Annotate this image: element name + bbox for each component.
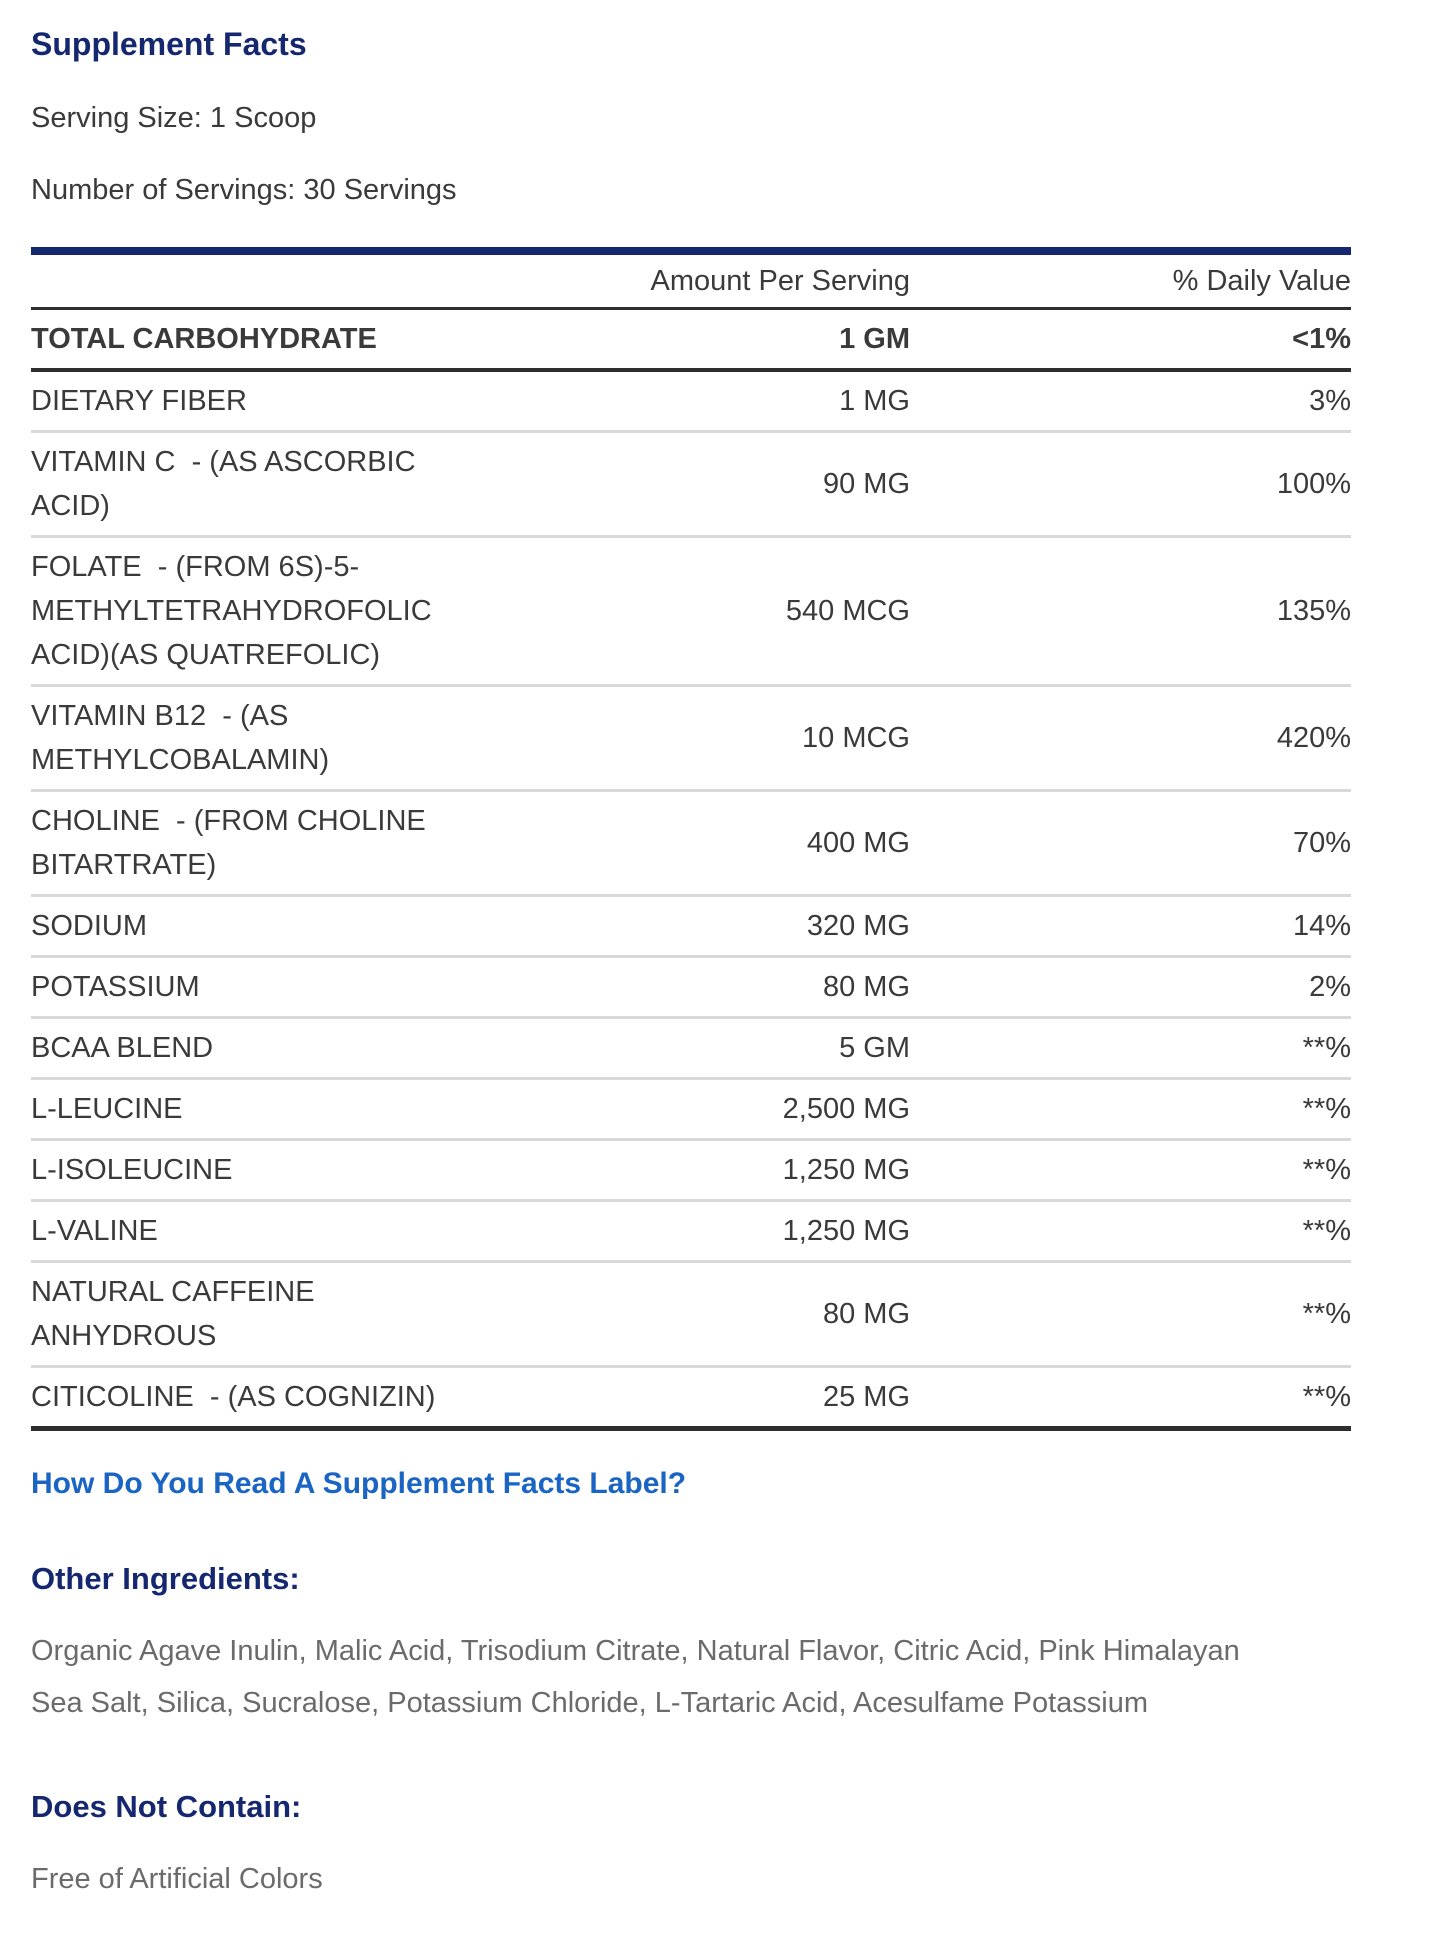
amount-value: 1 GM xyxy=(839,323,910,355)
ingredient-name: DIETARY FIBER xyxy=(31,385,247,417)
daily-value: <1% xyxy=(1292,323,1351,355)
amount-value: 400 MG xyxy=(806,827,910,859)
ingredient-name: TOTAL CARBOHYDRATE xyxy=(31,323,377,355)
daily-value: **% xyxy=(1302,1154,1351,1186)
table-row: L-VALINE 1,250 MG **% xyxy=(31,1202,1351,1263)
daily-value: **% xyxy=(1302,1381,1351,1413)
does-not-contain-text: Free of Artificial Colors xyxy=(31,1863,323,1895)
daily-value: 3% xyxy=(1309,385,1351,417)
serving-size-text: Serving Size: 1 Scoop xyxy=(31,102,317,134)
amount-value: 1 MG xyxy=(839,385,910,417)
amount-value: 1,250 MG xyxy=(782,1154,910,1186)
table-row: CITICOLINE - (AS COGNIZIN) 25 MG **% xyxy=(31,1368,1351,1431)
daily-value: 70% xyxy=(1292,827,1351,859)
daily-value: 420% xyxy=(1276,722,1351,754)
page-title: Supplement Facts xyxy=(31,26,307,62)
ingredient-name: CHOLINE - (FROM CHOLINE BITARTRATE) xyxy=(31,805,426,881)
ingredient-name: L-LEUCINE xyxy=(31,1093,183,1125)
table-row: VITAMIN B12 - (AS METHYLCOBALAMIN) 10 MC… xyxy=(31,687,1351,792)
table-row: CHOLINE - (FROM CHOLINE BITARTRATE) 400 … xyxy=(31,792,1351,897)
table-row: BCAA BLEND 5 GM **% xyxy=(31,1019,1351,1080)
table-row: L-ISOLEUCINE 1,250 MG **% xyxy=(31,1141,1351,1202)
header-amount-per-serving: Amount Per Serving xyxy=(650,265,910,297)
ingredient-name: VITAMIN B12 - (AS METHYLCOBALAMIN) xyxy=(31,700,330,776)
amount-value: 90 MG xyxy=(822,468,910,500)
number-of-servings-text: Number of Servings: 30 Servings xyxy=(31,174,457,206)
table-header-row: Amount Per Serving % Daily Value xyxy=(31,255,1351,310)
table-row: L-LEUCINE 2,500 MG **% xyxy=(31,1080,1351,1141)
ingredient-name: FOLATE - (FROM 6S)-5- METHYLTETRAHYDROFO… xyxy=(31,551,432,671)
how-to-read-label-link[interactable]: How Do You Read A Supplement Facts Label… xyxy=(31,1467,687,1500)
daily-value: 100% xyxy=(1276,468,1351,500)
other-ingredients-heading: Other Ingredients: xyxy=(31,1561,300,1596)
table-row: NATURAL CAFFEINE ANHYDROUS 80 MG **% xyxy=(31,1263,1351,1368)
table-row: DIETARY FIBER 1 MG 3% xyxy=(31,372,1351,433)
amount-value: 80 MG xyxy=(822,971,910,1003)
ingredient-name: CITICOLINE - (AS COGNIZIN) xyxy=(31,1381,436,1413)
daily-value: 2% xyxy=(1309,971,1351,1003)
ingredient-name: NATURAL CAFFEINE ANHYDROUS xyxy=(31,1276,315,1352)
does-not-contain-heading: Does Not Contain: xyxy=(31,1789,302,1824)
ingredient-name: SODIUM xyxy=(31,910,147,942)
table-row: VITAMIN C - (AS ASCORBIC ACID) 90 MG 100… xyxy=(31,433,1351,538)
amount-value: 80 MG xyxy=(822,1298,910,1330)
daily-value: **% xyxy=(1302,1215,1351,1247)
amount-value: 5 GM xyxy=(839,1032,910,1064)
amount-value: 320 MG xyxy=(806,910,910,942)
table-row: TOTAL CARBOHYDRATE 1 GM <1% xyxy=(31,310,1351,372)
ingredient-name: POTASSIUM xyxy=(31,971,200,1003)
amount-value: 10 MCG xyxy=(802,722,910,754)
amount-value: 1,250 MG xyxy=(782,1215,910,1247)
other-ingredients-text: Organic Agave Inulin, Malic Acid, Trisod… xyxy=(31,1635,1240,1719)
supplement-facts-table: Amount Per Serving % Daily Value TOTAL C… xyxy=(31,247,1351,1431)
table-row: SODIUM 320 MG 14% xyxy=(31,897,1351,958)
amount-value: 25 MG xyxy=(822,1381,910,1413)
daily-value: **% xyxy=(1302,1032,1351,1064)
table-row: FOLATE - (FROM 6S)-5- METHYLTETRAHYDROFO… xyxy=(31,538,1351,687)
ingredient-name: BCAA BLEND xyxy=(31,1032,214,1064)
ingredient-name: L-ISOLEUCINE xyxy=(31,1154,233,1186)
daily-value: **% xyxy=(1302,1298,1351,1330)
ingredient-name: L-VALINE xyxy=(31,1215,158,1247)
daily-value: **% xyxy=(1302,1093,1351,1125)
header-daily-value: % Daily Value xyxy=(1172,265,1351,297)
daily-value: 135% xyxy=(1276,595,1351,627)
ingredient-name: VITAMIN C - (AS ASCORBIC ACID) xyxy=(31,446,416,522)
daily-value: 14% xyxy=(1292,910,1351,942)
amount-value: 540 MCG xyxy=(785,595,910,627)
table-row: POTASSIUM 80 MG 2% xyxy=(31,958,1351,1019)
amount-value: 2,500 MG xyxy=(782,1093,910,1125)
